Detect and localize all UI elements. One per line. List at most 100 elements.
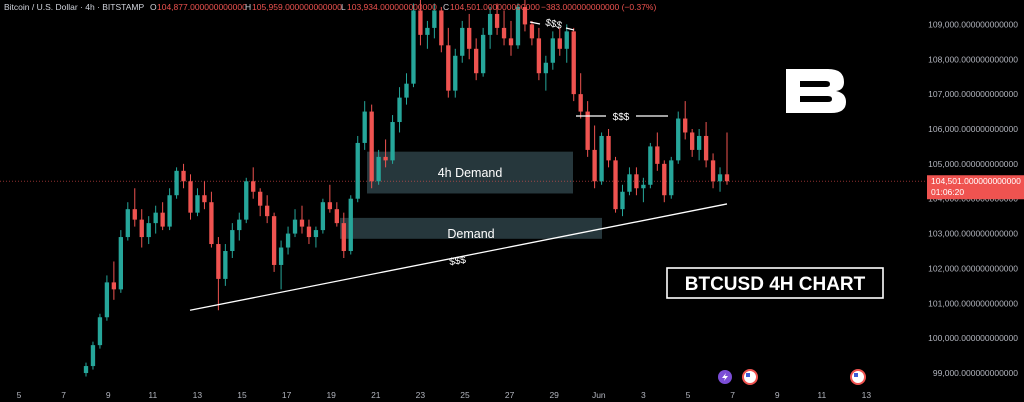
liquidity-label-top: $$$ [544,17,563,31]
change-value: −383.000000000000 (−0.37%) [541,2,656,12]
candle-body [425,27,430,35]
price-tick-label: 108,000.000000000000 [928,54,1018,64]
liquidity-line-top-left [529,21,541,25]
time-tick-label: 9 [775,390,780,400]
candle-body [174,170,179,196]
candle-body [501,27,507,39]
candle-body [111,282,117,290]
candle-body [306,226,312,238]
candle-body [104,282,110,318]
time-tick-label: 13 [193,390,203,400]
trendline [189,203,728,311]
candle-body [348,198,353,252]
candle-body [139,219,144,238]
candle-body [655,146,660,164]
candle-body [320,202,326,231]
countdown-value: 01:06:20 [931,187,964,197]
candle-body [181,170,186,182]
us-flag-icon[interactable] [742,369,758,385]
price-tick-label: 107,000.000000000000 [928,89,1018,99]
price-tick-label: 103,000.000000000000 [928,229,1018,239]
time-tick-label: 27 [505,390,515,400]
time-tick-label: 23 [416,390,426,400]
candle-body [376,156,381,182]
candle-body [543,62,549,74]
demand-label: Demand [447,227,494,241]
candle-body [480,34,486,74]
candle-body [515,6,521,46]
candle-body [460,27,465,56]
candle-body [285,233,291,248]
candle-body [278,247,284,265]
candle-body [299,219,305,227]
candle-body [724,174,730,182]
last-price-tag: 104,501.000000000000 01:06:20 [927,175,1024,200]
candle-body [550,38,555,63]
time-tick-label: 9 [106,390,111,400]
last-price-value: 104,501.000000000000 [931,176,1021,186]
brand-logo-icon [786,69,846,113]
candle-body [160,212,165,227]
candle-body [592,149,597,182]
candle-body [439,10,444,46]
candle-body [578,94,583,112]
title-box-label: BTCUSD 4H CHART [685,274,866,295]
candle-body [146,223,151,238]
time-tick-label: Jun [592,390,606,400]
candle-body [536,38,542,74]
candle-body [710,160,716,182]
candle-body [557,38,562,49]
time-tick-label: 5 [686,390,691,400]
candle-body [669,160,674,196]
high-label: H [245,2,251,12]
candle-body [634,174,639,189]
time-tick-label: 21 [371,390,381,400]
price-tick-label: 109,000.000000000000 [928,19,1018,29]
time-axis[interactable]: 5 7 9 11 13 15 17 19 21 23 25 27 29 Jun 3 5 7 9 11 13 [17,390,872,400]
open-value: 104,877.000000000000 [157,2,247,12]
time-tick-label: 7 [61,390,66,400]
time-tick-label: 3 [641,390,646,400]
candle-body [264,205,270,217]
candle-body [334,209,339,224]
liquidity-line-top-right [565,27,575,31]
symbol-title: Bitcoin / U.S. Dollar · 4h · BITSTAMP [4,2,144,12]
candle-body [132,209,137,220]
candle-body [167,195,172,227]
lightning-icon[interactable] [718,370,732,384]
price-tick-label: 101,000.000000000000 [928,298,1018,308]
candle-body [717,174,723,182]
low-value: 103,934.000000000000 [347,2,437,12]
candle-body [494,13,500,28]
ohlc-header: Bitcoin / U.S. Dollar · 4h · BITSTAMP O … [4,2,656,12]
candle-body [202,195,207,203]
high-value: 105,959.000000000000 [252,2,342,12]
candle-body [362,111,367,143]
candle-body [529,24,535,39]
time-tick-label: 29 [549,390,559,400]
candle-body [599,135,604,182]
candle-body [271,216,277,265]
time-tick-label: 11 [817,390,826,400]
us-flag-icon-2[interactable] [850,369,866,385]
liquidity-label-trend: $$$ [449,255,467,268]
candle-body [411,10,416,84]
candle-body [571,31,576,95]
time-tick-label: 7 [730,390,735,400]
demand-4h-label: 4h Demand [438,166,503,180]
time-tick-label: 25 [460,390,470,400]
candle-body [97,317,103,346]
candle-body [508,38,514,46]
candle-body [230,230,235,252]
candle-body [690,132,695,150]
candle-body [216,244,221,279]
candle-body [251,181,256,192]
candle-body [613,160,618,210]
candle-body [446,45,451,91]
time-tick-label: 5 [17,390,22,400]
candle-body [153,212,158,224]
candle-body [188,181,193,213]
candle-body [627,174,632,192]
time-tick-label: 11 [148,390,157,400]
